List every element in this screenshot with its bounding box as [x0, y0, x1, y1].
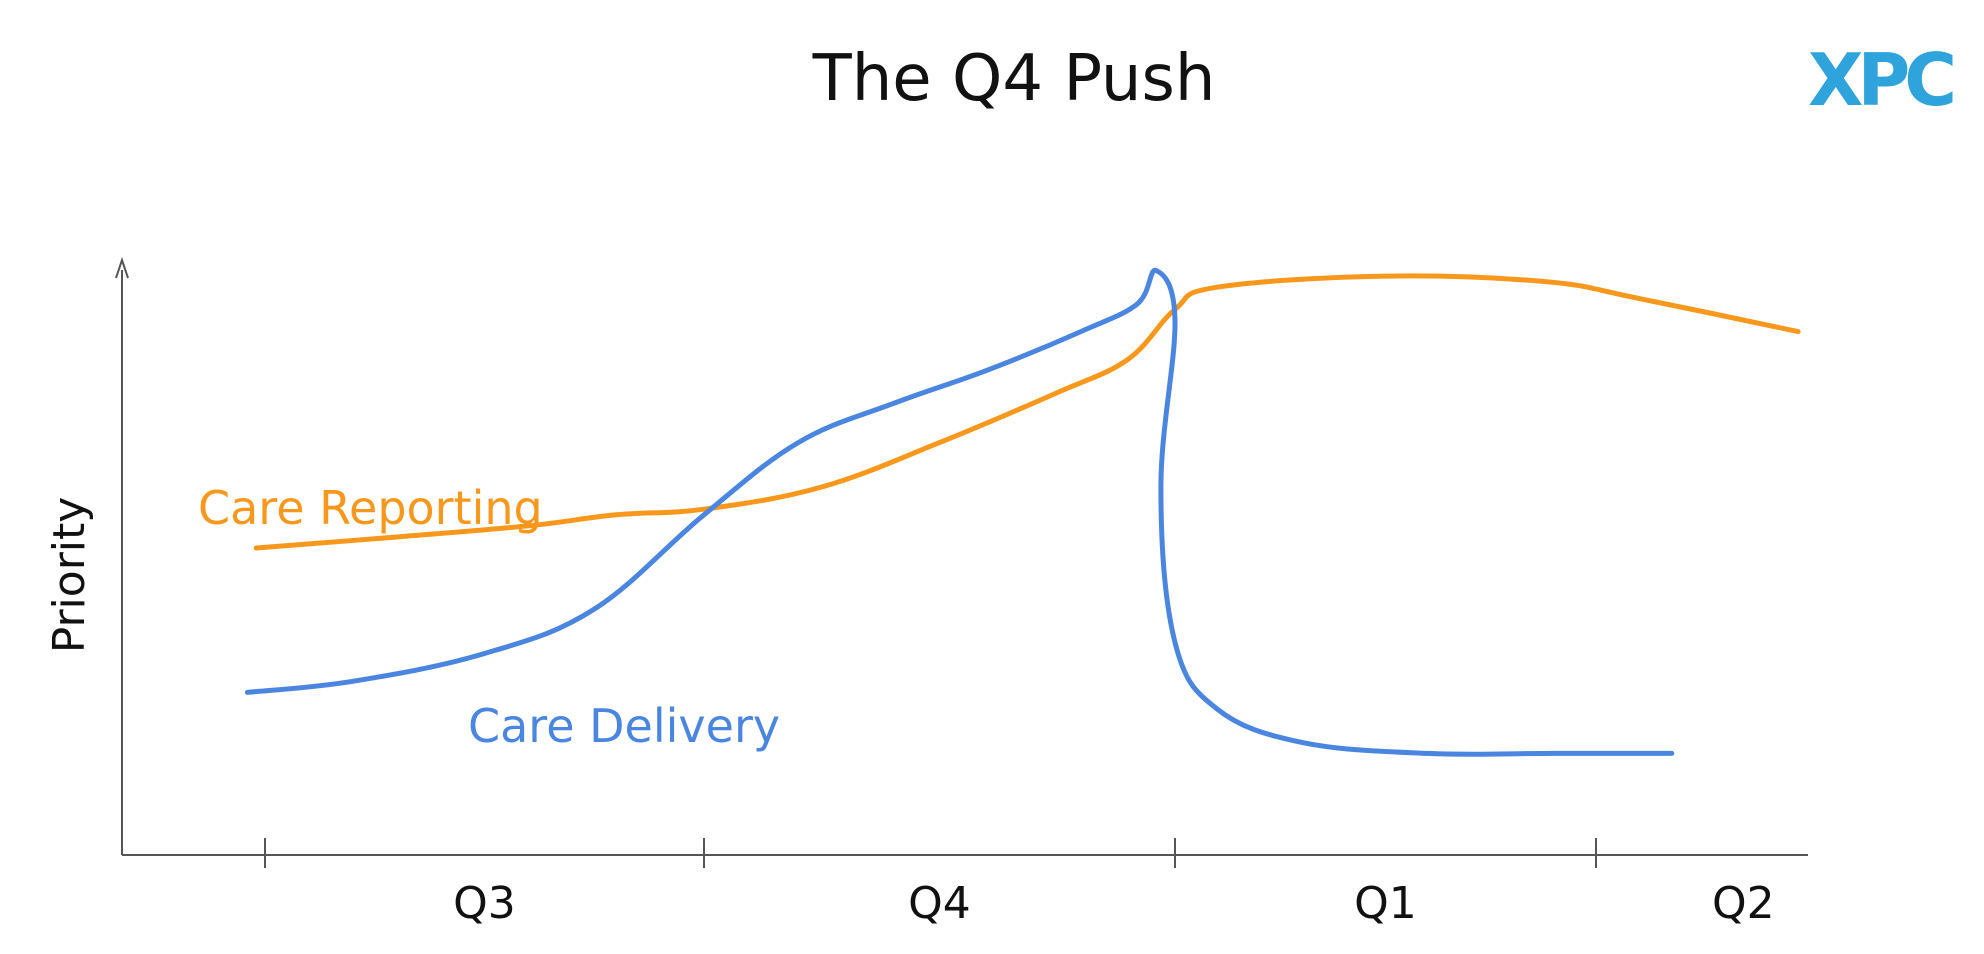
- axes: [115, 256, 1808, 856]
- x-ticks: [264, 838, 1597, 868]
- chart-title: The Q4 Push: [812, 42, 1216, 116]
- y-axis-label: Priority: [44, 497, 95, 654]
- x-tick-label-q3: Q3: [453, 878, 516, 929]
- series-line-care-reporting: [253, 273, 1801, 551]
- y-axis-arrow-icon: [115, 256, 129, 279]
- x-tick-label-q4: Q4: [908, 878, 971, 929]
- series-line-care-delivery: [244, 267, 1675, 757]
- xpc-logo: XPC: [1808, 38, 1959, 122]
- x-tick-label-q2: Q2: [1712, 878, 1775, 929]
- series-label-care-delivery: Care Delivery: [468, 699, 780, 753]
- x-tick-label-q1: Q1: [1354, 878, 1417, 929]
- series-label-care-reporting: Care Reporting: [198, 481, 543, 535]
- x-tick-labels: Q3 Q4 Q1 Q2: [453, 878, 1774, 929]
- logo-text: XPC: [1808, 38, 1953, 122]
- series-lines: [244, 267, 1801, 757]
